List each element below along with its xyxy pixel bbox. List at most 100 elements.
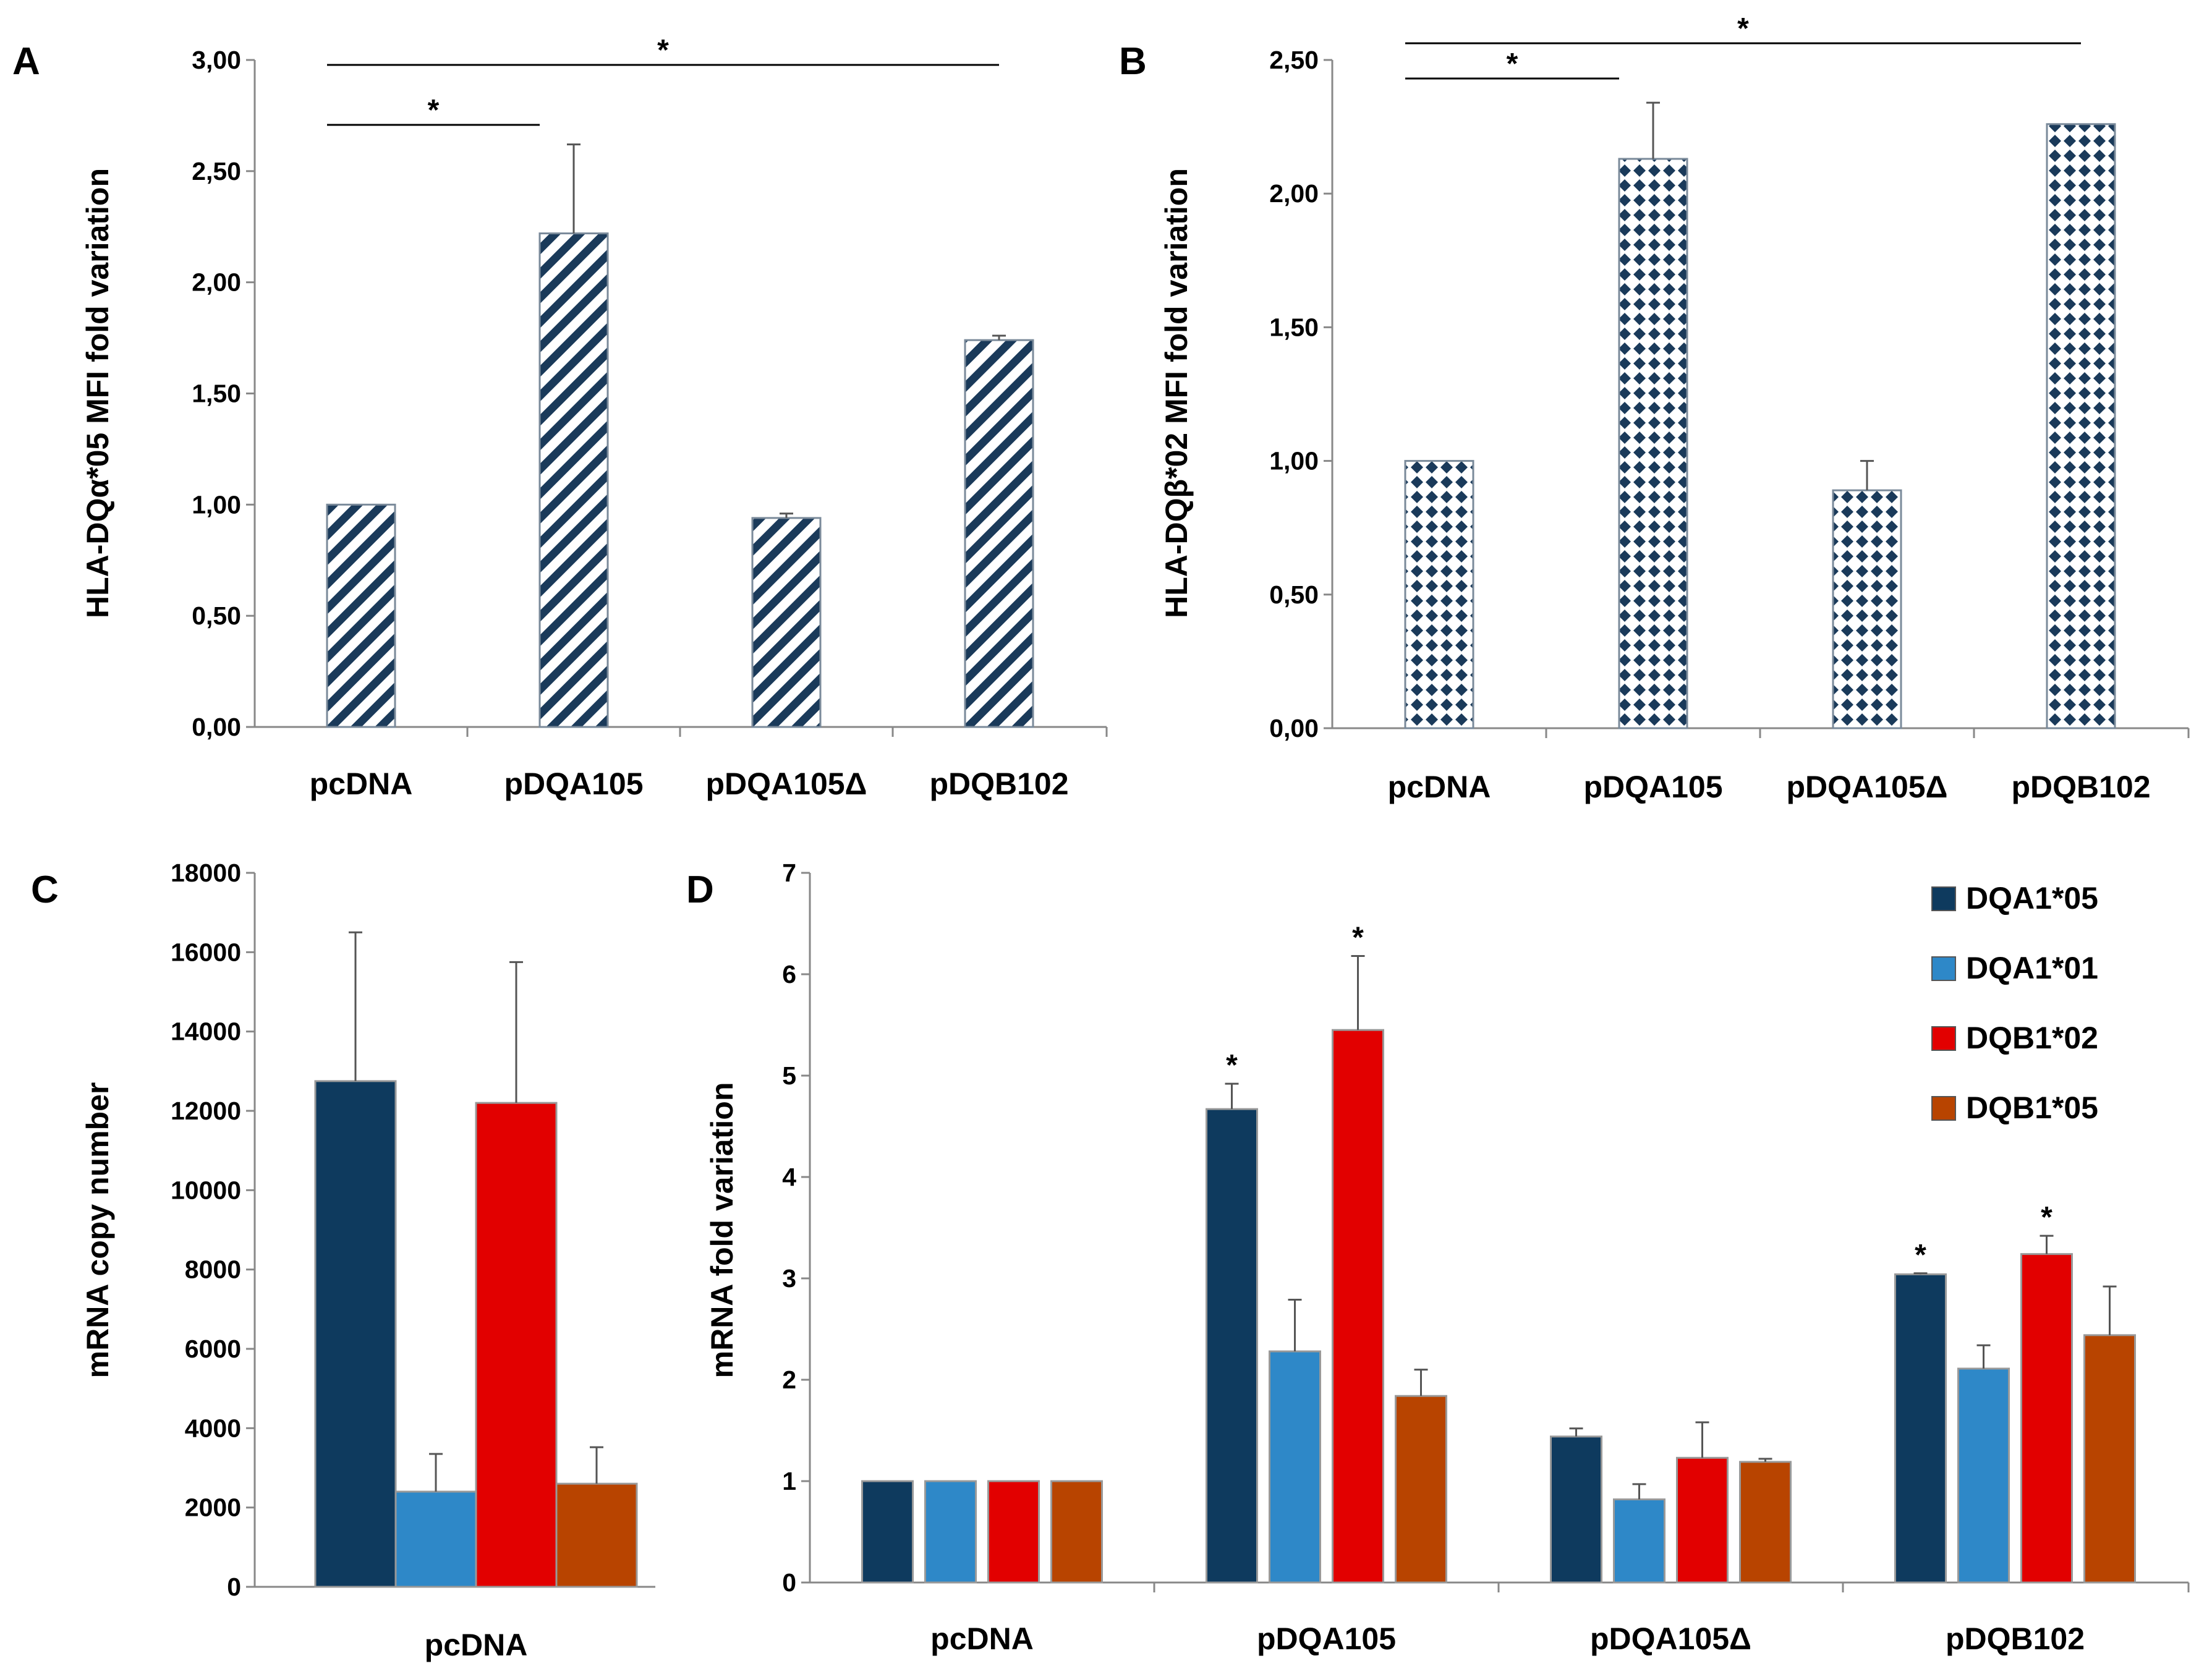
panel-a-category-label: pDQB102 [929, 767, 1068, 801]
panel-b-significance-star: * [1737, 12, 1749, 45]
panel-d-bar [1206, 1108, 1258, 1584]
panel-d-y-tick-label: 5 [782, 1061, 796, 1090]
panel-d-category-label: pDQB102 [1946, 1621, 2085, 1656]
panel-d-legend-swatch [1931, 1026, 1956, 1051]
panel-d-bar [924, 1480, 977, 1584]
panel-d-bar [1613, 1498, 1665, 1584]
panel-a-y-tick-label: 0,00 [192, 713, 241, 741]
panel-a-chart: 0,00 0,50 1,00 1,50 2,00 2,50 3,00 HLA-DQα*05 M… [80, 34, 1108, 801]
panel-d-bar [1050, 1480, 1103, 1584]
panel-d-y-tick-label: 7 [782, 859, 796, 887]
panel-b-y-tick-label: 1,00 [1269, 447, 1319, 475]
panel-d-significance-star: * [2041, 1201, 2052, 1234]
panel-b-bar [1404, 460, 1474, 729]
panel-d-y-tick-label: 3 [782, 1264, 796, 1293]
panel-b-category-label: pDQA105Δ [1786, 770, 1947, 804]
panel-d-legend-swatch [1931, 956, 1956, 981]
panel-d-legend-label: DQA1*05 [1966, 881, 2098, 916]
panel-label-d: D [686, 869, 714, 911]
panel-a-bar [326, 503, 396, 728]
panel-d-bar [861, 1480, 914, 1584]
panel-c-y-tick-label: 12000 [171, 1097, 241, 1125]
panel-d-y-tick-label: 0 [782, 1568, 796, 1597]
panel-d-bar [1550, 1435, 1602, 1584]
panel-d-bar [2083, 1334, 2136, 1584]
panel-d-legend-swatch [1931, 886, 1956, 911]
panel-a-y-axis-title: HLA-DQα*05 MFI fold variation [80, 168, 115, 618]
panel-d-significance-star: * [1352, 921, 1364, 954]
panel-d-significance-star: * [1915, 1239, 1926, 1272]
panel-d-bar [1676, 1456, 1729, 1584]
panel-d-bar [987, 1480, 1040, 1584]
panel-label-b: B [1119, 40, 1147, 83]
panel-d-y-tick-label: 2 [782, 1366, 796, 1394]
panel-d-y-tick-label: 6 [782, 960, 796, 988]
panel-d-category-label: pDQA105 [1257, 1621, 1396, 1656]
panel-b-y-axis-title: HLA-DQβ*02 MFI fold variation [1159, 168, 1194, 618]
panel-b-category-label: pcDNA [1388, 770, 1491, 804]
panel-label-a: A [12, 40, 40, 83]
panel-b-chart: 0,00 0,50 1,00 1,50 2,00 2,50 HLA-DQβ*02 MFI f… [1159, 12, 2190, 804]
panel-d-y-tick-label: 1 [782, 1467, 796, 1495]
panel-d-bar [1332, 1029, 1384, 1584]
panel-d-bar [1269, 1350, 1321, 1584]
panel-a-category-label: pcDNA [310, 767, 413, 801]
panel-c-y-tick-label: 8000 [185, 1256, 241, 1284]
panel-b-y-tick-label: 0,00 [1269, 714, 1319, 742]
panel-b-y-tick-label: 2,50 [1269, 46, 1319, 74]
panel-c-bar [555, 1482, 638, 1588]
panel-b-y-tick-label: 2,00 [1269, 179, 1319, 208]
panel-d-legend-swatch [1931, 1096, 1956, 1121]
panel-c-bar [475, 1102, 558, 1588]
panel-d-y-axis-title: mRNA fold variation [705, 1082, 739, 1379]
panel-d-y-tick-label: 4 [782, 1163, 796, 1191]
panel-a-y-tick-label: 1,50 [192, 380, 241, 408]
panel-b-category-label: pDQB102 [2011, 770, 2150, 804]
panel-c-y-tick-label: 10000 [171, 1176, 241, 1204]
panel-d-bar [1894, 1273, 1947, 1584]
panel-c-y-axis-title: mRNA copy number [80, 1082, 115, 1379]
panel-d-bar [2020, 1253, 2073, 1584]
panel-b-significance-star: * [1507, 48, 1518, 80]
panel-d-legend-label: DQB1*05 [1966, 1090, 2098, 1125]
panel-a-category-label: pDQA105 [504, 767, 643, 801]
panel-d-category-label: pDQA105Δ [1590, 1621, 1751, 1656]
panel-a-y-tick-label: 1,00 [192, 490, 241, 519]
panel-a-y-tick-label: 2,00 [192, 268, 241, 297]
panel-c-chart: 0 2000 4000 6000 8000 10000 12000 14000 16000 180… [80, 859, 655, 1662]
panel-a-bar [964, 339, 1034, 728]
panel-b-bar [1618, 158, 1688, 729]
panel-b-y-tick-label: 1,50 [1269, 313, 1319, 341]
panel-d-bar [1739, 1461, 1792, 1584]
panel-d-legend-label: DQB1*02 [1966, 1021, 2098, 1055]
panel-c-y-tick-label: 18000 [171, 859, 241, 887]
panel-c-bar [314, 1080, 397, 1588]
panel-b-bar [1832, 489, 1902, 729]
panel-a-significance-star: * [657, 34, 669, 67]
panel-c-y-tick-label: 14000 [171, 1018, 241, 1046]
panel-c-y-tick-label: 0 [227, 1573, 241, 1601]
panel-d-bar [1395, 1395, 1447, 1584]
panel-a-category-label: pDQA105Δ [705, 767, 867, 801]
panel-label-c: C [31, 869, 59, 911]
panel-d-significance-star: * [1226, 1049, 1238, 1082]
panel-c-y-tick-label: 4000 [185, 1414, 241, 1442]
panel-c-y-tick-label: 6000 [185, 1335, 241, 1363]
panel-b-y-tick-label: 0,50 [1269, 580, 1319, 609]
panel-d-legend-label: DQA1*01 [1966, 951, 2098, 985]
panel-a-bar [538, 232, 609, 728]
panel-b-bar [2046, 123, 2116, 729]
panel-a-y-tick-label: 0,50 [192, 601, 241, 630]
panel-c-bar [394, 1490, 477, 1588]
panel-b-category-label: pDQA105 [1583, 770, 1722, 804]
panel-c-category-label: pcDNA [425, 1628, 528, 1662]
panel-d-chart: 0 1 2 3 4 5 6 7 mRNA fold variation pcDNA * * pDQA10… [705, 859, 2190, 1656]
panel-a-y-tick-label: 2,50 [192, 157, 241, 185]
panel-d-bar [1957, 1367, 2010, 1584]
panel-a-significance-star: * [428, 94, 440, 127]
panel-a-y-tick-label: 3,00 [192, 46, 241, 74]
panel-c-y-tick-label: 16000 [171, 938, 241, 966]
panel-d-category-label: pcDNA [930, 1621, 1034, 1656]
panel-a-bar [751, 517, 822, 728]
